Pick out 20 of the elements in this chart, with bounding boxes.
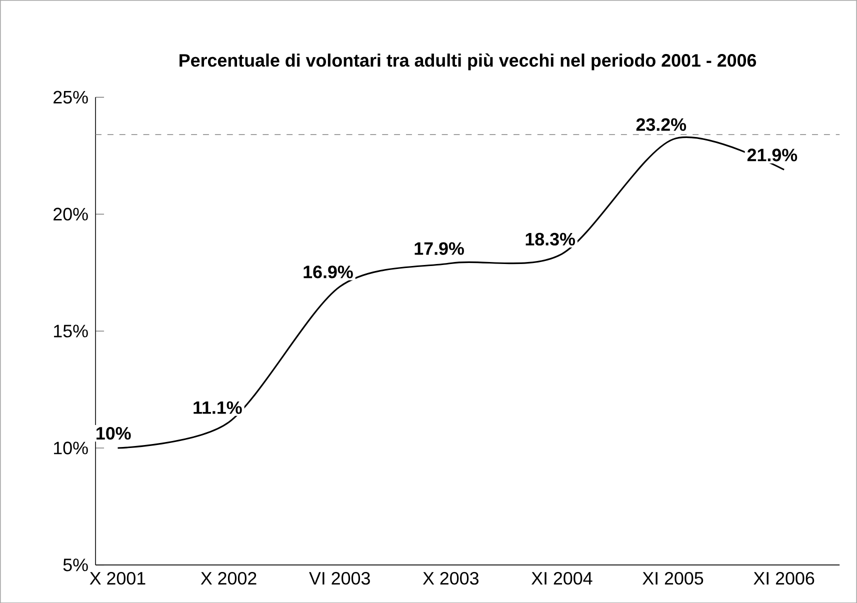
y-tick-label: 20% <box>54 208 88 220</box>
data-label: 17.9% <box>414 242 464 255</box>
y-tick-label: 5% <box>63 558 88 572</box>
x-tick-label: VI 2003 <box>309 572 370 585</box>
y-tick-label: 25% <box>54 90 88 104</box>
data-label: 21.9% <box>747 148 798 162</box>
data-label: 11.1% <box>194 401 242 414</box>
y-tick-label: 15% <box>54 324 88 338</box>
data-label: 18.3% <box>526 232 576 246</box>
data-label: 16.9% <box>304 265 353 278</box>
x-tick-label: XI 2006 <box>754 572 814 585</box>
x-tick-label: X 2001 <box>90 572 146 585</box>
chart-title: Percentuale di volontari tra adulti più vecchi nel periodo 2001 - 2006 <box>180 53 756 70</box>
x-tick-label: XI 2004 <box>531 572 592 585</box>
y-tick-label: 10% <box>54 442 88 454</box>
x-tick-label: XI 2005 <box>642 572 704 585</box>
data-label: 10% <box>96 426 131 440</box>
x-tick-label: X 2002 <box>200 572 256 585</box>
x-tick-label: X 2003 <box>422 572 478 585</box>
data-label: 23.2% <box>636 118 686 131</box>
